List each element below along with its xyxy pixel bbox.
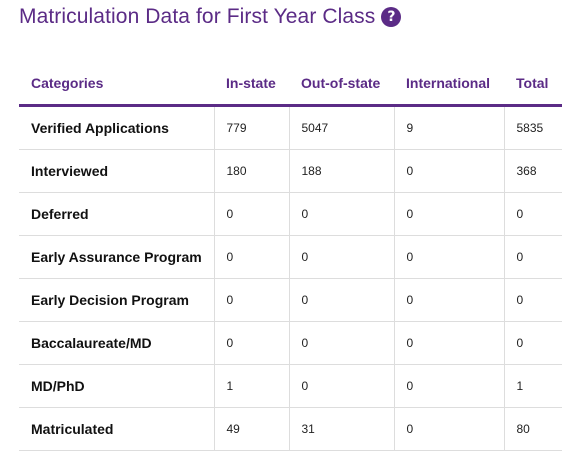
table-row: Verified Applications 779 5047 9 5835 <box>19 105 562 150</box>
table-header-row: Categories In-state Out-of-state Interna… <box>19 62 562 107</box>
row-category: Matriculated <box>19 407 214 451</box>
row-category: Interviewed <box>19 149 214 193</box>
cell-out-of-state: 0 <box>288 321 394 365</box>
cell-total: 0 <box>503 321 562 365</box>
cell-out-of-state: 0 <box>288 364 394 408</box>
table-row: Deferred 0 0 0 0 <box>19 192 562 236</box>
table-row: Matriculated 49 31 0 80 <box>19 407 562 451</box>
cell-total: 0 <box>503 278 562 322</box>
cell-total: 5835 <box>503 105 562 150</box>
cell-in-state: 0 <box>213 321 289 365</box>
column-header-in-state: In-state <box>214 62 289 107</box>
cell-in-state: 0 <box>213 278 289 322</box>
cell-international: 0 <box>393 235 504 279</box>
column-header-international: International <box>394 62 504 107</box>
question-circle-icon[interactable]: ? <box>381 7 402 27</box>
cell-in-state: 779 <box>213 105 289 150</box>
cell-out-of-state: 0 <box>288 192 394 236</box>
row-category: Verified Applications <box>19 105 214 150</box>
table-row: Interviewed 180 188 0 368 <box>19 149 562 193</box>
cell-in-state: 180 <box>213 149 289 193</box>
cell-out-of-state: 5047 <box>288 105 394 150</box>
cell-total: 1 <box>503 364 562 408</box>
column-header-categories: Categories <box>19 62 214 107</box>
cell-out-of-state: 0 <box>288 235 394 279</box>
cell-total: 368 <box>503 149 562 193</box>
cell-out-of-state: 31 <box>288 407 394 451</box>
cell-total: 0 <box>503 235 562 279</box>
cell-in-state: 0 <box>213 235 289 279</box>
cell-international: 0 <box>393 321 504 365</box>
row-category: Early Assurance Program <box>19 235 214 279</box>
table-row: MD/PhD 1 0 0 1 <box>19 364 562 408</box>
cell-international: 0 <box>393 364 504 408</box>
row-category: Deferred <box>19 192 214 236</box>
cell-international: 0 <box>393 278 504 322</box>
cell-out-of-state: 0 <box>288 278 394 322</box>
cell-in-state: 1 <box>213 364 289 408</box>
row-category: Early Decision Program <box>19 278 214 322</box>
table-row: Early Decision Program 0 0 0 0 <box>19 278 562 322</box>
column-header-out-of-state: Out-of-state <box>289 62 394 107</box>
row-category: Baccalaureate/MD <box>19 321 214 365</box>
row-category: MD/PhD <box>19 364 214 408</box>
cell-total: 0 <box>503 192 562 236</box>
cell-in-state: 0 <box>213 192 289 236</box>
table-row: Baccalaureate/MD 0 0 0 0 <box>19 321 562 365</box>
table-row: Early Assurance Program 0 0 0 0 <box>19 235 562 279</box>
cell-international: 9 <box>393 105 504 150</box>
page-title: Matriculation Data for First Year Class <box>19 5 376 28</box>
cell-in-state: 49 <box>213 407 289 451</box>
cell-international: 0 <box>393 407 504 451</box>
matriculation-table: Categories In-state Out-of-state Interna… <box>19 62 562 451</box>
column-header-total: Total <box>504 62 562 107</box>
cell-international: 0 <box>393 149 504 193</box>
cell-out-of-state: 188 <box>288 149 394 193</box>
cell-international: 0 <box>393 192 504 236</box>
cell-total: 80 <box>503 407 562 451</box>
title-row: Matriculation Data for First Year Class … <box>19 2 402 32</box>
